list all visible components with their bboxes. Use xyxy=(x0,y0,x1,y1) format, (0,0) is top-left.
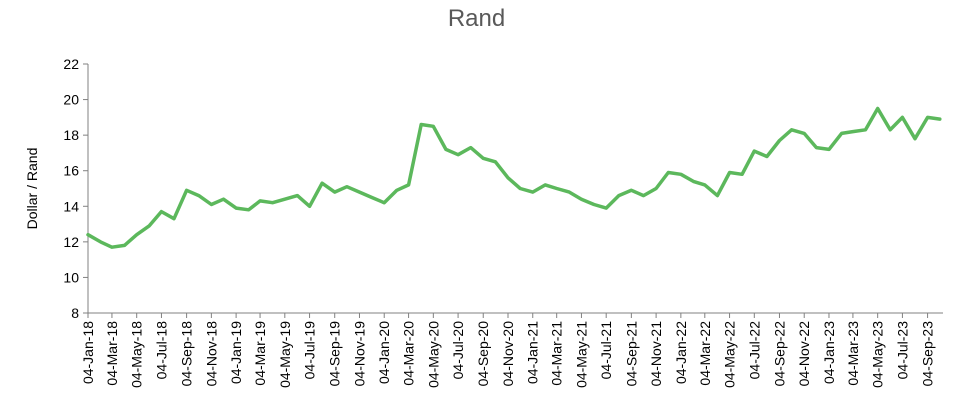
x-tick-label: 04-Mar-22 xyxy=(697,321,713,386)
x-tick-label: 04-Nov-21 xyxy=(648,321,664,387)
y-tick-label: 14 xyxy=(63,198,79,214)
x-tick-label: 04-Jan-22 xyxy=(673,321,689,384)
x-tick-label: 04-Jan-23 xyxy=(821,321,837,384)
x-tick-label: 04-May-18 xyxy=(129,321,145,388)
y-tick-label: 10 xyxy=(63,269,79,285)
x-axis: 04-Jan-18 04-Mar-18 04-May-18 04-Jul-18 04-S… xyxy=(80,312,943,388)
x-tick-label: 04-May-23 xyxy=(870,321,886,388)
y-axis-title: Dollar / Rand xyxy=(24,148,40,230)
x-tick-label: 04-Nov-18 xyxy=(203,321,219,387)
x-tick-label: 04-Nov-20 xyxy=(500,321,516,387)
y-axis: 8 10 12 14 16 18 20 22 xyxy=(63,56,89,321)
x-tick-label: 04-Jan-19 xyxy=(228,321,244,384)
x-tick-label: 04-Mar-23 xyxy=(845,321,861,386)
chart-title: Rand xyxy=(447,5,506,32)
x-tick-label: 04-Jan-21 xyxy=(525,321,541,384)
x-tick-label: 04-Jan-18 xyxy=(80,321,96,384)
y-tick-label: 8 xyxy=(71,305,79,321)
y-tick-label: 16 xyxy=(63,163,79,179)
y-tick-label: 18 xyxy=(63,127,79,143)
x-tick-label: 04-Sep-23 xyxy=(920,321,936,387)
x-tick-label: 04-Jul-19 xyxy=(302,321,318,380)
x-tick-label: 04-May-21 xyxy=(573,321,589,388)
x-tick-label: 04-Sep-20 xyxy=(475,321,491,387)
y-tick-label: 12 xyxy=(63,234,79,250)
x-tick-label: 04-Mar-19 xyxy=(252,321,268,386)
x-tick-label: 04-Jul-21 xyxy=(598,321,614,380)
x-tick-label: 04-May-19 xyxy=(277,321,293,388)
y-tick-label: 20 xyxy=(63,92,79,108)
x-tick-label: 04-Mar-18 xyxy=(104,321,120,386)
x-tick-label: 04-Nov-22 xyxy=(796,321,812,387)
x-tick-label: 04-Sep-18 xyxy=(179,321,195,387)
x-tick-label: 04-Nov-19 xyxy=(351,321,367,387)
series-group xyxy=(86,106,942,249)
x-tick-label: 04-May-22 xyxy=(722,321,738,388)
x-tick-label: 04-Jul-22 xyxy=(746,321,762,380)
x-tick-label: 04-May-20 xyxy=(425,321,441,388)
x-tick-label: 04-Sep-21 xyxy=(623,321,639,387)
series-line-0 xyxy=(86,106,942,249)
x-tick-label: 04-Sep-19 xyxy=(327,321,343,387)
x-tick-label: 04-Sep-22 xyxy=(771,321,787,387)
x-tick-label: 04-Jan-20 xyxy=(376,321,392,384)
x-tick-label: 04-Mar-21 xyxy=(549,321,565,386)
y-tick-label: 22 xyxy=(63,56,79,72)
x-tick-label: 04-Jul-23 xyxy=(894,321,910,380)
x-tick-label: 04-Jul-18 xyxy=(153,321,169,380)
x-tick-label: 04-Jul-20 xyxy=(450,321,466,380)
x-tick-label: 04-Mar-20 xyxy=(401,321,417,386)
